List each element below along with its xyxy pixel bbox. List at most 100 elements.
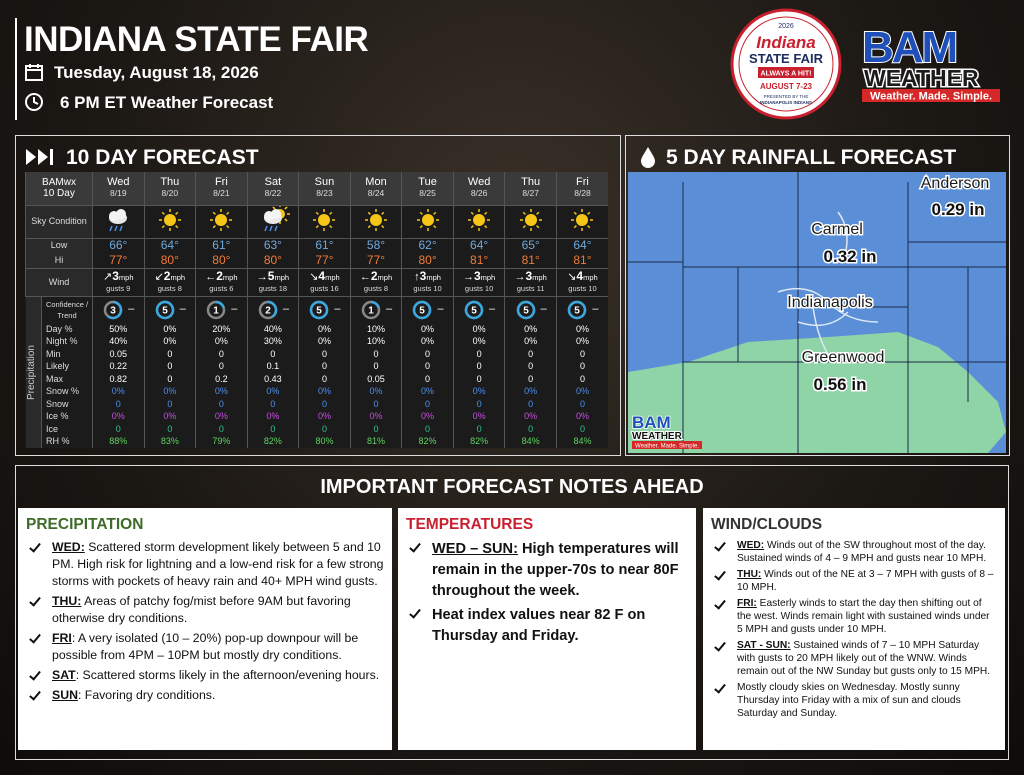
precip-cell: 0% <box>298 335 351 348</box>
precip-cell: 0% <box>143 323 196 336</box>
sky-cell <box>452 205 505 239</box>
day-name: Thu <box>521 176 541 189</box>
sun-ray <box>470 211 474 215</box>
ring-value <box>568 300 587 319</box>
wind-unit: mph <box>532 272 547 282</box>
low-temp: 64° <box>555 238 608 253</box>
precip-cell: 0% <box>92 385 145 398</box>
sun <box>473 214 486 226</box>
sun <box>163 214 176 226</box>
precip-row: Night % 40% 0% 0% 30% 0% 10% 0% 0% 0% 0% <box>26 335 608 348</box>
row-label: Sky Condition <box>25 205 93 239</box>
precip-cell: 0% <box>195 410 248 423</box>
notes-panel <box>15 465 1009 760</box>
logo-name: Indiana <box>756 33 816 52</box>
precip-cell: 0.22 <box>92 360 145 373</box>
ring-value <box>361 300 381 319</box>
check-icon <box>29 688 41 701</box>
row-label: Min <box>41 348 93 361</box>
precip-row: Ice 0 0 0 0 0 0 0 0 0 0 <box>26 423 608 436</box>
clock-icon <box>25 93 43 111</box>
corner-text: 10 Day <box>43 188 75 200</box>
low-temp: 65° <box>504 238 557 253</box>
wind-cell: ←2mph gusts 8 <box>349 268 402 297</box>
note-list: WED: Winds out of the SW throughout most… <box>711 539 997 720</box>
rain-drop <box>269 225 273 232</box>
wind-cell: ↗3mph gusts 9 <box>92 268 145 297</box>
confidence-value: 5 <box>575 305 581 316</box>
precip-row: Snow % 0% 0% 0% 0% 0% 0% 0% 0% 0% 0% <box>26 385 608 398</box>
note-lead: SUN <box>52 688 78 702</box>
precip-cell: 0 <box>92 398 145 411</box>
wind-unit: mph <box>377 272 393 282</box>
confidence-cell: 5– <box>452 296 505 323</box>
sun-ray <box>535 225 539 229</box>
sky-cell <box>92 205 145 239</box>
wind-line: →3mph <box>505 270 556 283</box>
precip-cell: 20% <box>195 323 248 336</box>
confidence-ring: 1 <box>361 300 381 319</box>
fair-logo: 2026 Indiana STATE FAIR ALWAYS A HIT! AU… <box>730 8 842 120</box>
day-header: Fri 8/21 <box>195 172 248 206</box>
row-label: Ice <box>41 423 93 436</box>
day-date: 8/25 <box>419 188 436 199</box>
low-temp: 66° <box>92 238 145 253</box>
precip-cell: 0% <box>298 385 351 398</box>
day-name: Wed <box>107 176 130 189</box>
logo-year: 2026 <box>778 23 794 30</box>
sun-ray <box>213 211 217 215</box>
rain-drop <box>264 225 268 232</box>
header-row: BAMwx 10 Day Wed 8/19 Thu 8/20 Fri 8/21 Sat 8/22 S… <box>25 172 608 206</box>
day-header: Wed 8/26 <box>452 172 505 206</box>
wind-speed: 2 <box>370 268 378 283</box>
day-name: Fri <box>576 176 589 189</box>
day-date: 8/24 <box>367 188 385 199</box>
logo-sponsor: INDIANAPOLIS INDIANS <box>760 100 812 105</box>
wind-unit: mph <box>274 272 290 282</box>
check-icon <box>409 540 421 553</box>
precip-cell: 0 <box>504 398 557 411</box>
logo-presented: PRESENTED BY THE <box>764 94 809 99</box>
day-header: Sat 8/22 <box>246 172 299 206</box>
check-icon <box>29 631 41 644</box>
precip-cell: 0% <box>452 385 505 398</box>
precip-cell: 0 <box>195 398 248 411</box>
confidence-cell: 5– <box>555 296 608 323</box>
row-label: Confidence / Trend <box>41 296 93 323</box>
sun-ray <box>587 225 591 229</box>
precip-cell: 0% <box>298 323 351 336</box>
day-date: 8/19 <box>110 188 127 199</box>
wind-speed: 2 <box>216 268 223 283</box>
trend: – <box>231 303 238 316</box>
sun <box>215 214 228 226</box>
sun <box>370 214 382 226</box>
sun-ray <box>284 218 288 222</box>
sun-ray <box>213 225 217 229</box>
wind-gusts: gusts 11 <box>516 283 545 293</box>
hi-temp: 77° <box>349 253 402 269</box>
title: INDIANA STATE FAIR <box>24 20 369 59</box>
precip-cell: 84% <box>555 435 608 448</box>
wind-arrow: ↘ <box>309 270 319 283</box>
note-box: WIND/CLOUDS WED: Winds out of the SW thro… <box>703 508 1005 750</box>
precip-row: Ice % 0% 0% 0% 0% 0% 0% 0% 0% 0% 0% <box>26 410 608 423</box>
sky-icon <box>158 209 181 231</box>
day-header: Tue 8/25 <box>401 172 454 206</box>
sun-ray <box>284 206 288 210</box>
hi-temp: 81° <box>555 253 608 269</box>
wind-arrow: ← <box>205 270 217 283</box>
confidence-cell: 5– <box>143 296 196 323</box>
check-icon <box>29 668 41 681</box>
rainfall-map: Anderson 0.29 in Carmel 0.32 in Indianapolis… <box>628 172 1006 453</box>
hi-temp: 81° <box>452 253 505 269</box>
sun-ray <box>484 225 488 229</box>
wind-cell: ←2mph gusts 6 <box>195 268 248 297</box>
wind-row: Wind ↗3mph gusts 9 ↙2mph gusts 8 ←2mph gusts 6… <box>25 268 608 297</box>
wind-speed: 3 <box>419 268 427 283</box>
precip-cell: 0% <box>349 410 402 423</box>
sky-icon <box>365 209 387 231</box>
confidence-cell: 3– <box>92 296 145 323</box>
precip-row: Max 0.82 0 0.2 0.43 0 0.05 0 0 0 0 <box>26 373 608 386</box>
wind-speed: 3 <box>112 268 119 283</box>
wind-cell: →3mph gusts 10 <box>452 268 505 297</box>
